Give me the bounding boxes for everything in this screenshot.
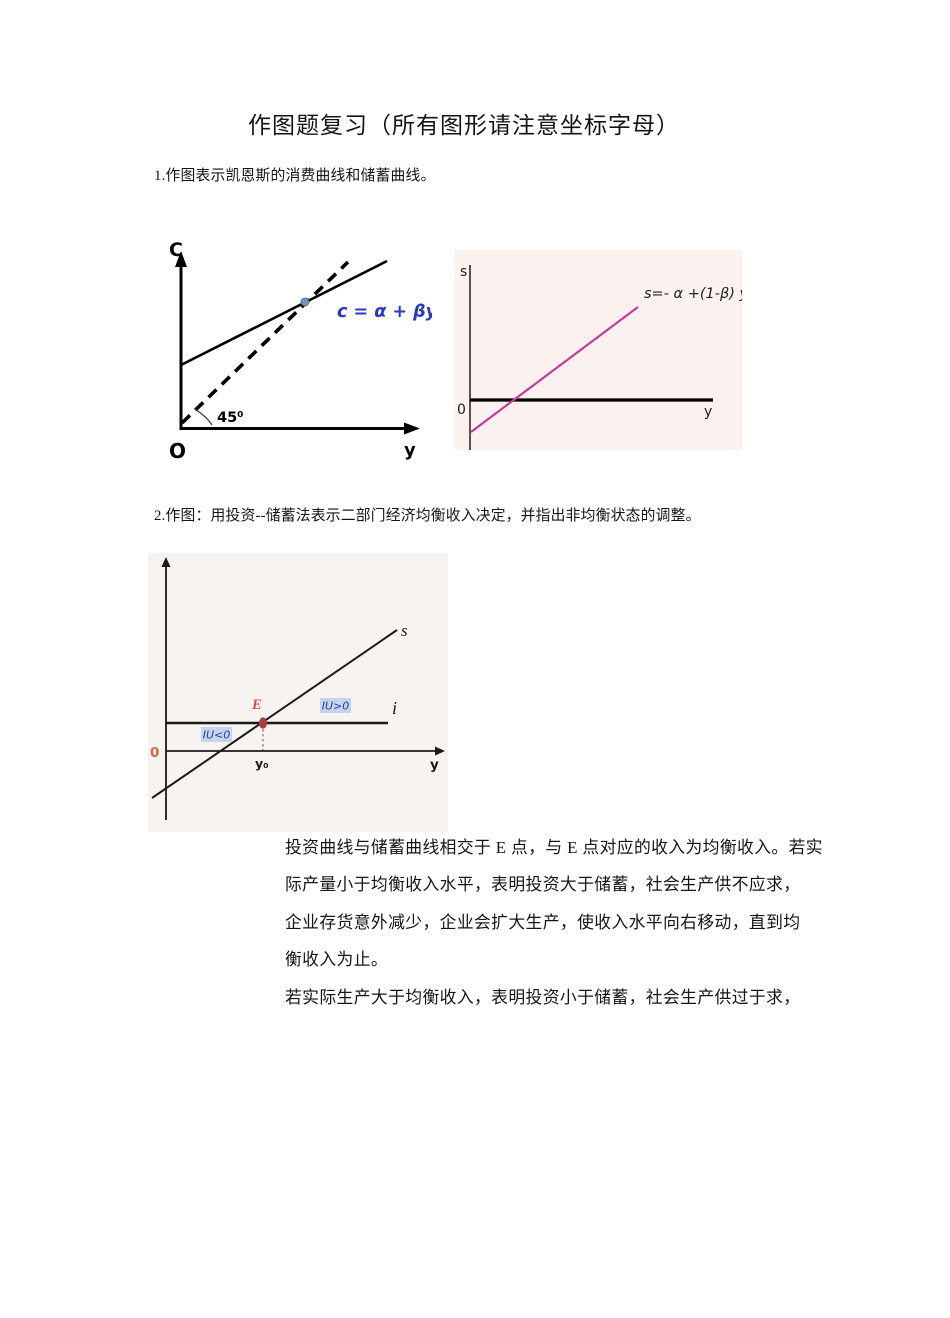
page-title: 作图题复习（所有图形请注意坐标字母）	[248, 113, 680, 138]
consumption-curve-canvas: C y O 45⁰ c = α + βy	[169, 239, 432, 463]
figure-saving-curve: s y 0 s=- α +(1-β) y	[455, 250, 742, 450]
investment-saving-canvas: IU>0 IU<0 E s i y y₀ 0	[150, 557, 445, 820]
region-left-box	[201, 727, 232, 742]
s-curve-label: s	[401, 621, 408, 640]
origin-label: O	[169, 439, 186, 463]
region-right-box	[320, 698, 351, 713]
question-1: 1.作图表示凯恩斯的消费曲线和储蓄曲线。	[154, 168, 436, 184]
figure-consumption-curve: C y O 45⁰ c = α + βy	[150, 233, 432, 469]
origin-label: 0	[457, 402, 466, 418]
saving-equation: s=- α +(1-β) y	[644, 286, 742, 302]
consumption-equation: c = α + βy	[337, 302, 432, 322]
angle-label: 45⁰	[217, 410, 244, 426]
y-axis-arrow-icon	[175, 251, 187, 267]
x-axis-arrow-icon	[404, 422, 420, 435]
paragraph-line: 企业存货意外减少，企业会扩大生产，使收入水平向右移动，直到均	[285, 913, 801, 932]
y-axis-label: s	[460, 264, 467, 280]
i-curve-label: i	[392, 698, 397, 718]
saving-curve-canvas: s y 0 s=- α +(1-β) y	[457, 264, 742, 450]
paragraph-line: 际产量小于均衡收入水平，表明投资大于储蓄，社会生产供不应求，	[285, 875, 801, 894]
equilibrium-income-label: y₀	[255, 756, 269, 771]
consumption-line	[180, 259, 388, 367]
saving-line	[470, 306, 639, 433]
x-axis-label: y	[430, 757, 439, 773]
paragraph-line: 投资曲线与储蓄曲线相交于 E 点，与 E 点对应的收入为均衡收入。若实	[285, 838, 823, 857]
y-axis-label: C	[169, 239, 183, 261]
saving-line	[151, 629, 398, 799]
question-2: 2.作图：用投资--储蓄法表示二部门经济均衡收入决定，并指出非均衡状态的调整。	[154, 508, 701, 524]
angle-arc	[194, 408, 213, 426]
region-left-label: IU<0	[203, 729, 231, 742]
y-axis-arrow-icon	[161, 557, 171, 567]
paragraph-line: 衡收入为止。	[285, 950, 389, 969]
origin-label: 0	[150, 745, 159, 761]
x-axis-label: y	[704, 404, 712, 420]
paragraph-line: 若实际生产大于均衡收入，表明投资小于储蓄，社会生产供过于求，	[285, 988, 801, 1007]
region-right-label: IU>0	[322, 700, 350, 713]
equilibrium-dot	[259, 717, 267, 729]
intersection-dot	[300, 297, 310, 307]
x-axis-label: y	[404, 440, 416, 461]
equilibrium-point-label: E	[251, 697, 262, 713]
forty-five-degree-line	[180, 260, 350, 425]
figure-investment-saving: IU>0 IU<0 E s i y y₀ 0	[148, 553, 448, 832]
x-axis-arrow-icon	[435, 746, 445, 756]
